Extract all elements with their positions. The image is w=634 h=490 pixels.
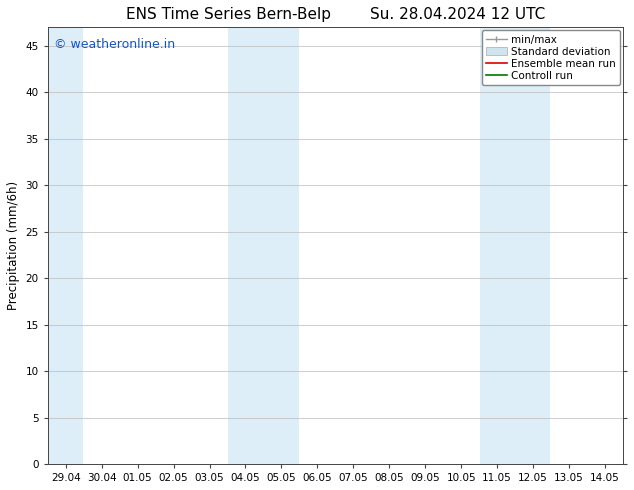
- Y-axis label: Precipitation (mm/6h): Precipitation (mm/6h): [7, 181, 20, 310]
- Bar: [48, 27, 83, 464]
- Title: ENS Time Series Bern-Belp        Su. 28.04.2024 12 UTC: ENS Time Series Bern-Belp Su. 28.04.2024…: [126, 7, 545, 22]
- Bar: [480, 27, 550, 464]
- Bar: [228, 27, 299, 464]
- Legend: min/max, Standard deviation, Ensemble mean run, Controll run: min/max, Standard deviation, Ensemble me…: [482, 30, 620, 85]
- Text: © weatheronline.in: © weatheronline.in: [53, 38, 174, 51]
